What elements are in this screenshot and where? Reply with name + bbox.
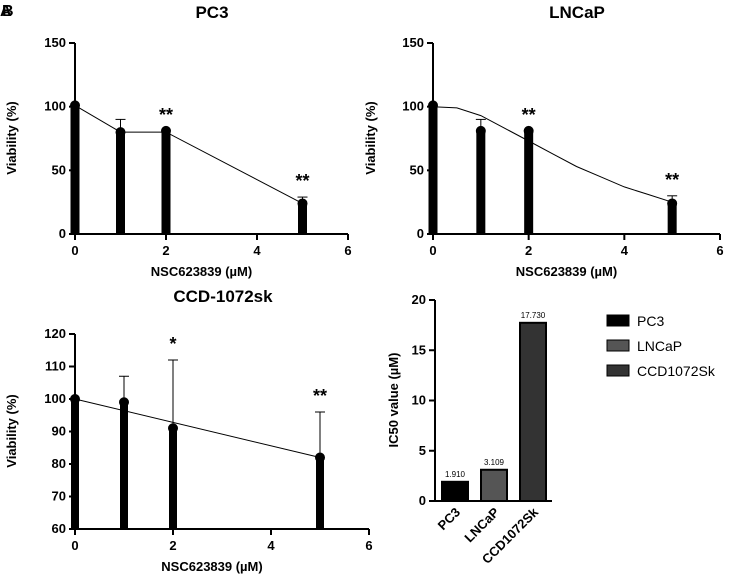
significance-marker: **	[522, 105, 536, 125]
significance-marker: **	[313, 386, 327, 406]
y-tick-label: 150	[402, 35, 424, 50]
bar	[298, 203, 307, 234]
x-tick-label: 2	[169, 538, 176, 553]
data-point	[297, 198, 308, 209]
y-tick-label: 0	[59, 226, 66, 241]
y-tick-label: 100	[44, 391, 66, 406]
y-tick-label: 10	[412, 393, 426, 408]
y-tick-label: 50	[52, 162, 66, 177]
lncap-chart: LNCaP Viability (%) NSC623839 (µM) ** ** 0 50 1…	[363, 3, 724, 279]
data-point	[523, 125, 534, 136]
data-point	[168, 423, 178, 434]
x-tick-label: 0	[71, 538, 78, 553]
data-point	[119, 397, 129, 408]
y-tick-label: 50	[410, 162, 424, 177]
chart-title: PC3	[195, 3, 228, 22]
ic50-chart: IC50 value (µM)1.910PC33.109LNCaP17.730C…	[386, 292, 552, 567]
panel-label-b: B	[2, 3, 14, 20]
x-axis-label: NSC623839 (µM)	[161, 559, 262, 574]
significance-marker: *	[169, 334, 176, 354]
chart-title: CCD-1072sk	[173, 287, 273, 306]
x-axis-label: NSC623839 (µM)	[151, 264, 252, 279]
fit-curve	[74, 104, 303, 204]
bar	[476, 130, 486, 234]
y-tick-label: 120	[44, 326, 66, 341]
bar	[161, 130, 171, 234]
legend-label: CCD1072Sk	[637, 363, 716, 379]
x-tick-label: 4	[267, 538, 275, 553]
x-tick-label: 4	[253, 243, 261, 258]
x-tick-label: 0	[429, 243, 436, 258]
bar	[524, 130, 534, 234]
x-tick-label: 6	[344, 243, 351, 258]
y-tick-label: 90	[52, 424, 66, 439]
legend-swatch	[606, 339, 630, 352]
y-tick-label: 0	[419, 493, 426, 508]
x-tick-label: PC3	[435, 505, 463, 533]
significance-marker: **	[665, 170, 679, 190]
significance-marker: **	[159, 105, 173, 125]
y-axis-label: Viability (%)	[363, 101, 378, 174]
x-tick-label: 2	[162, 243, 169, 258]
panel-label-a: A	[0, 3, 12, 20]
chart-title: LNCaP	[549, 3, 605, 22]
significance-marker: **	[295, 171, 309, 191]
bar	[316, 457, 324, 529]
fit-curve	[432, 106, 673, 203]
y-tick-label: 100	[402, 99, 424, 114]
value-label: 1.910	[445, 470, 466, 479]
fit-curve	[74, 398, 321, 458]
legend-label: LNCaP	[637, 338, 682, 354]
y-tick-label: 15	[412, 342, 426, 357]
data-point	[475, 125, 486, 136]
legend-swatch	[606, 364, 630, 377]
y-tick-label: 60	[52, 521, 66, 536]
y-tick-label: 150	[44, 35, 66, 50]
y-tick-label: 80	[52, 456, 66, 471]
x-tick-label: 4	[621, 243, 629, 258]
y-tick-label: 100	[44, 99, 66, 114]
y-tick-label: 70	[52, 489, 66, 504]
legend-swatch	[606, 314, 630, 327]
x-tick-label: 0	[71, 243, 78, 258]
y-tick-label: 5	[419, 443, 426, 458]
bar	[519, 321, 547, 502]
value-label: 3.109	[484, 458, 505, 467]
x-tick-label: 2	[525, 243, 532, 258]
y-tick-label: 20	[412, 292, 426, 307]
data-point	[667, 198, 678, 209]
value-label: 17.730	[521, 311, 546, 320]
x-tick-label: 6	[716, 243, 723, 258]
legend-label: PC3	[637, 313, 664, 329]
y-axis-label: IC50 value (µM)	[386, 353, 401, 448]
bar	[116, 132, 125, 234]
y-tick-label: 110	[45, 359, 66, 374]
pc3-chart: PC3 Viability (%) NSC623839 (µM) ** ** 0 50 100…	[4, 3, 352, 279]
bar	[441, 480, 469, 503]
bar	[480, 468, 508, 502]
bar	[120, 402, 128, 529]
bar	[667, 203, 677, 234]
ic50-legend: PC3 LNCaP CCD1072Sk	[606, 313, 716, 379]
x-axis-label: NSC623839 (µM)	[516, 264, 617, 279]
x-tick-label: 6	[365, 538, 372, 553]
y-axis-label: Viability (%)	[4, 394, 19, 467]
y-axis-label: Viability (%)	[4, 101, 19, 174]
bar	[169, 428, 177, 529]
y-tick-label: 0	[417, 226, 424, 241]
